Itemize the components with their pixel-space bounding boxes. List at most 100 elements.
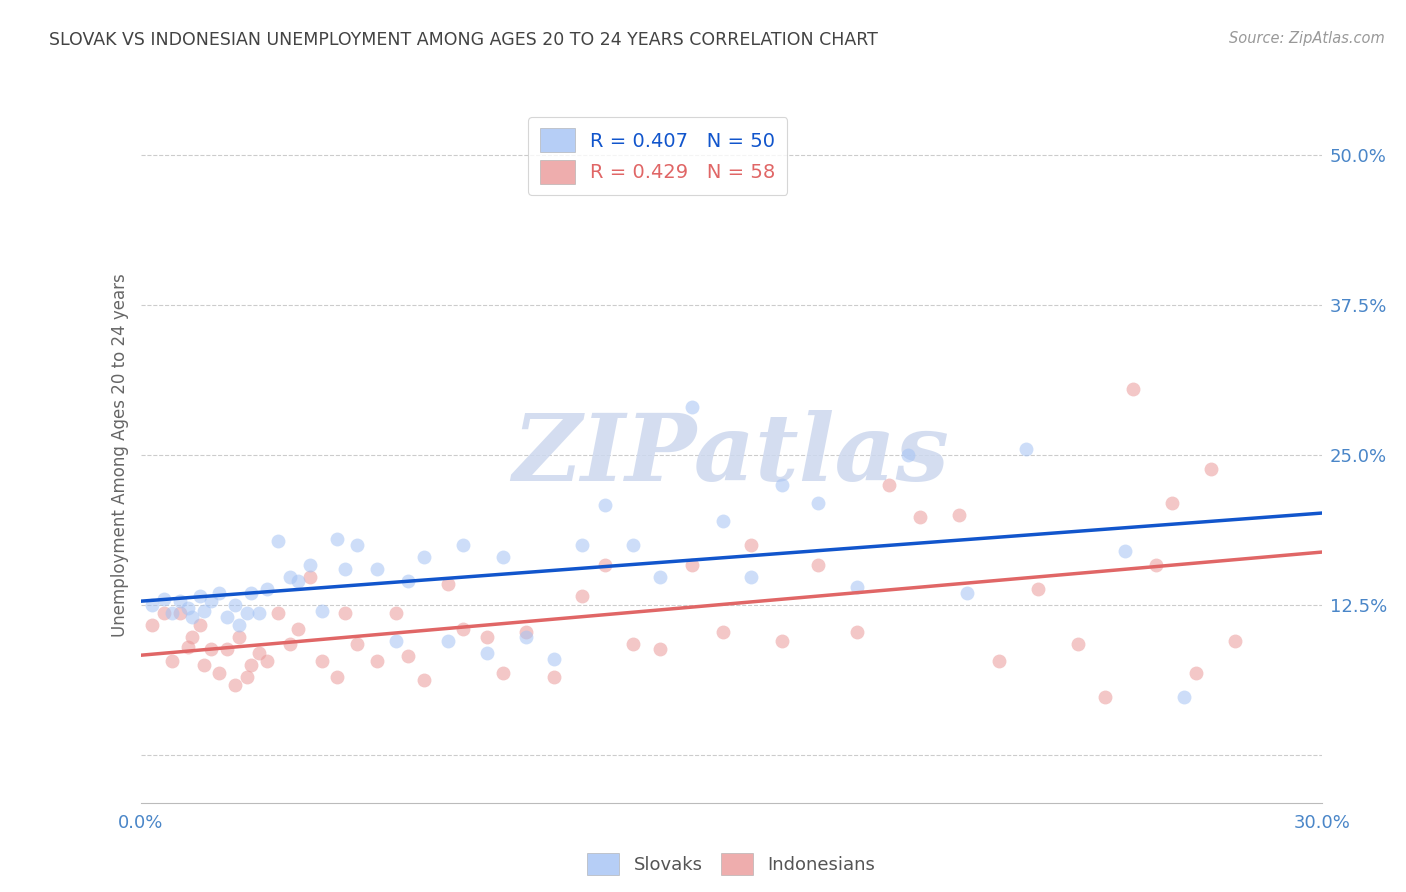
Point	[200, 642, 222, 657]
Point	[543, 652, 565, 666]
Point	[298, 570, 321, 584]
Point	[267, 607, 290, 621]
Point	[160, 607, 183, 621]
Point	[256, 582, 278, 597]
Point	[335, 562, 357, 576]
Point	[711, 625, 734, 640]
Point	[228, 618, 250, 632]
Point	[188, 618, 211, 632]
Point	[1223, 633, 1246, 648]
Point	[1201, 462, 1223, 476]
Point	[346, 637, 368, 651]
Point	[366, 562, 388, 576]
Point	[224, 598, 246, 612]
Point	[948, 508, 970, 522]
Point	[278, 637, 301, 651]
Point	[453, 538, 475, 552]
Point	[681, 558, 703, 573]
Point	[1173, 690, 1195, 705]
Point	[180, 610, 202, 624]
Point	[193, 657, 215, 672]
Point	[239, 657, 262, 672]
Point	[770, 633, 793, 648]
Point	[169, 594, 191, 608]
Point	[141, 618, 163, 632]
Point	[621, 637, 644, 651]
Point	[385, 607, 408, 621]
Point	[256, 654, 278, 668]
Point	[1144, 558, 1167, 573]
Point	[311, 604, 333, 618]
Point	[217, 642, 239, 657]
Point	[1161, 496, 1184, 510]
Point	[908, 510, 931, 524]
Point	[224, 678, 246, 692]
Point	[681, 400, 703, 414]
Point	[711, 514, 734, 528]
Y-axis label: Unemployment Among Ages 20 to 24 years: Unemployment Among Ages 20 to 24 years	[111, 273, 129, 637]
Point	[153, 591, 176, 606]
Point	[228, 630, 250, 644]
Point	[287, 574, 309, 588]
Point	[236, 670, 259, 684]
Point	[326, 532, 349, 546]
Point	[141, 598, 163, 612]
Point	[180, 630, 202, 644]
Point	[436, 577, 458, 591]
Point	[807, 558, 830, 573]
Point	[593, 558, 616, 573]
Point	[396, 649, 419, 664]
Point	[385, 633, 408, 648]
Point	[346, 538, 368, 552]
Point	[492, 666, 515, 681]
Point	[1094, 690, 1116, 705]
Point	[897, 448, 920, 462]
Point	[846, 625, 869, 640]
Point	[208, 586, 231, 600]
Point	[987, 654, 1010, 668]
Point	[571, 538, 593, 552]
Point	[807, 496, 830, 510]
Point	[366, 654, 388, 668]
Point	[650, 570, 672, 584]
Point	[1114, 544, 1136, 558]
Point	[621, 538, 644, 552]
Point	[298, 558, 321, 573]
Legend: Slovaks, Indonesians: Slovaks, Indonesians	[578, 844, 884, 884]
Point	[515, 625, 537, 640]
Point	[1066, 637, 1088, 651]
Point	[311, 654, 333, 668]
Point	[287, 622, 309, 636]
Point	[208, 666, 231, 681]
Point	[453, 622, 475, 636]
Point	[247, 646, 270, 660]
Point	[1122, 382, 1144, 396]
Point	[413, 673, 436, 688]
Point	[1184, 666, 1206, 681]
Point	[492, 549, 515, 564]
Point	[593, 498, 616, 512]
Point	[247, 607, 270, 621]
Text: ZIPatlas: ZIPatlas	[513, 410, 949, 500]
Text: Source: ZipAtlas.com: Source: ZipAtlas.com	[1229, 31, 1385, 46]
Point	[571, 590, 593, 604]
Point	[515, 630, 537, 644]
Point	[436, 633, 458, 648]
Point	[335, 607, 357, 621]
Point	[543, 670, 565, 684]
Point	[956, 586, 979, 600]
Point	[475, 630, 498, 644]
Point	[740, 570, 762, 584]
Point	[200, 594, 222, 608]
Point	[160, 654, 183, 668]
Point	[846, 580, 869, 594]
Point	[239, 586, 262, 600]
Point	[413, 549, 436, 564]
Point	[1026, 582, 1049, 597]
Point	[278, 570, 301, 584]
Point	[193, 604, 215, 618]
Point	[650, 642, 672, 657]
Point	[1015, 442, 1038, 456]
Point	[177, 640, 200, 654]
Point	[267, 534, 290, 549]
